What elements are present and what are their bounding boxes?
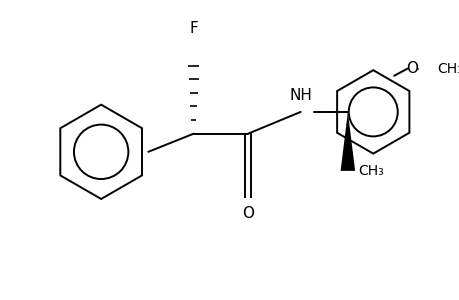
Text: O: O: [405, 61, 417, 76]
Text: O: O: [241, 206, 253, 221]
Text: CH₃: CH₃: [358, 164, 384, 178]
Text: NH: NH: [289, 88, 312, 103]
Polygon shape: [340, 112, 354, 171]
Text: F: F: [189, 21, 198, 36]
Text: CH₃: CH₃: [436, 61, 459, 76]
